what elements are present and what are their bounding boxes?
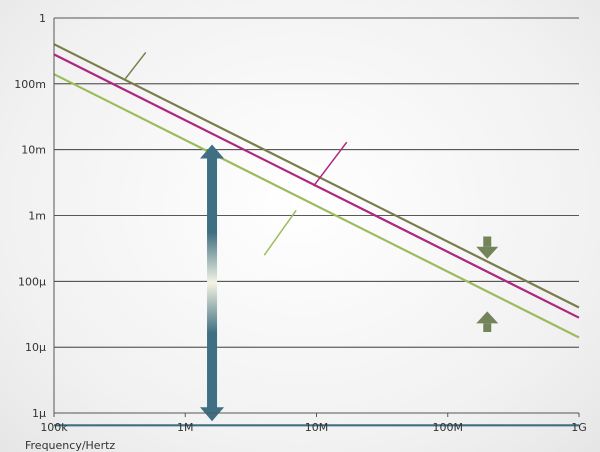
callout-line-2 <box>263 209 297 256</box>
series-lines <box>53 43 580 427</box>
series-line-1 <box>53 53 580 319</box>
x-tick-label-4: 1G <box>571 421 587 434</box>
callout-line-1 <box>312 141 348 187</box>
gap-arrow-0 <box>476 236 499 259</box>
gap-arrow-head-1 <box>476 311 499 324</box>
y-tick-labels: 1 100m 10m 1m 100μ 10μ 1μ <box>14 12 46 420</box>
x-tick-label-0: 100k <box>40 421 68 434</box>
series-line-0 <box>53 43 580 309</box>
x-axis-title: Frequency/Hertz <box>25 439 115 452</box>
y-tick-label-6: 1μ <box>32 407 46 420</box>
y-tick-label-2: 10m <box>21 144 46 157</box>
x-tick-label-3: 100M <box>433 421 464 434</box>
gap-arrow-shaft-1 <box>483 323 492 332</box>
y-tick-label-5: 10μ <box>25 341 46 354</box>
range-arrow-head-down <box>200 407 225 422</box>
y-tick-label-4: 100μ <box>18 275 46 288</box>
annotations <box>124 51 499 422</box>
y-tick-label-3: 1m <box>28 210 46 223</box>
x-tick-label-1: 1M <box>177 421 194 434</box>
range-arrow-head-up <box>200 144 225 159</box>
grid <box>54 17 579 414</box>
gap-arrow-1 <box>476 311 499 332</box>
series-line-2 <box>53 73 580 339</box>
x-tick-label-2: 10M <box>305 421 329 434</box>
gap-arrow-shaft-0 <box>483 236 492 247</box>
x-tick-labels: 100k 1M 10M 100M 1G <box>40 413 587 434</box>
range-arrow-shaft <box>207 157 218 409</box>
callout-line-0 <box>124 51 147 80</box>
range-arrow <box>200 144 225 422</box>
gap-arrow-head-0 <box>476 246 499 259</box>
y-tick-label-1: 100m <box>14 78 46 91</box>
y-tick-label-0: 1 <box>39 12 46 25</box>
